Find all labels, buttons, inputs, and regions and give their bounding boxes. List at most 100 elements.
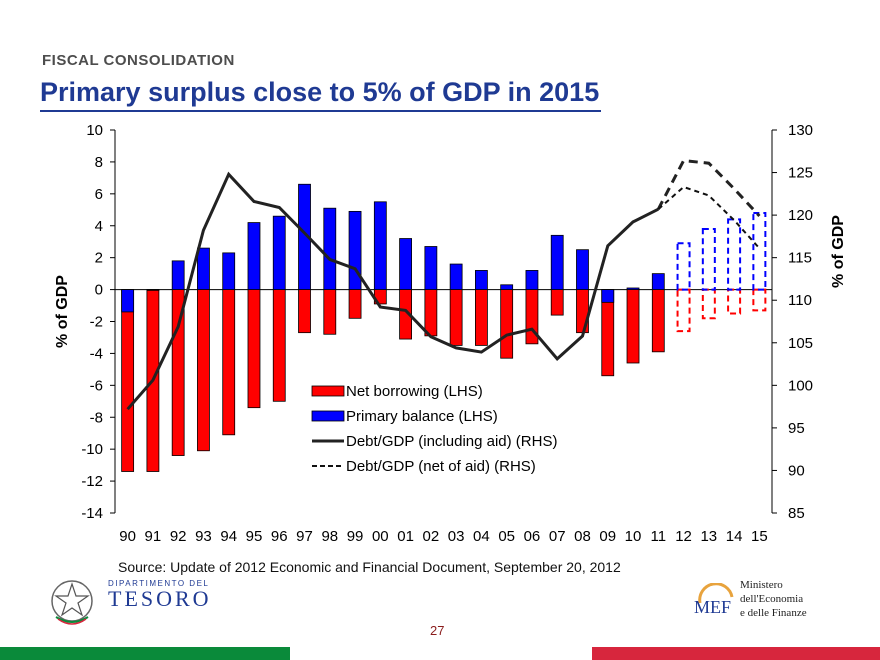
left-tick-label: 0 (95, 282, 103, 299)
right-tick-label: 100 (788, 377, 813, 394)
bar-primary-balance (500, 284, 514, 290)
tesoro-logo-small: Dipartimento del (108, 579, 210, 588)
left-tick-label: -14 (81, 505, 103, 522)
bar-net-borrowing (701, 288, 716, 320)
x-tick-label: 92 (170, 528, 187, 545)
bar-net-borrowing (727, 288, 742, 315)
legend-label-debt-net-of-aid: Debt/GDP (net of aid) (RHS) (346, 458, 536, 475)
bar-primary-balance (752, 211, 767, 291)
left-tick-label: 2 (95, 250, 103, 267)
bar-primary-balance (399, 238, 412, 290)
bar-net-borrowing (651, 289, 665, 353)
section-label: FISCAL CONSOLIDATION (42, 52, 235, 69)
x-tick-label: 91 (145, 528, 162, 545)
page-number: 27 (430, 623, 445, 638)
left-tick-label: -2 (90, 314, 103, 331)
legend-label-net-borrowing: Net borrowing (LHS) (346, 383, 483, 400)
right-tick-label: 125 (788, 165, 813, 182)
x-tick-label: 07 (549, 528, 566, 545)
x-tick-label: 93 (195, 528, 212, 545)
bar-primary-balance (323, 207, 337, 290)
mef-line-2: dell'Economia (740, 593, 804, 605)
bar-primary-balance (298, 183, 311, 290)
right-tick-label: 90 (788, 462, 805, 479)
bar-net-borrowing (475, 289, 488, 346)
bar-primary-balance (222, 252, 236, 290)
x-tick-label: 13 (700, 528, 717, 545)
bar-primary-balance (449, 263, 463, 290)
bar-net-borrowing (424, 289, 438, 337)
legend-label-debt-including-aid: Debt/GDP (including aid) (RHS) (346, 433, 557, 450)
stripe-red (592, 647, 880, 660)
x-tick-label: 09 (599, 528, 616, 545)
tesoro-logo: Dipartimento del TESORO (108, 579, 212, 612)
x-tick-label: 03 (448, 528, 465, 545)
bar-primary-balance (121, 289, 135, 313)
line-debt-net-of-aid (657, 185, 761, 249)
bar-net-borrowing (121, 289, 135, 472)
bar-primary-balance (550, 234, 564, 290)
mef-logo-text: Ministero dell'Economia e delle Finanze (740, 578, 807, 620)
line-debt-including-aid (126, 171, 659, 411)
x-tick-label: 99 (347, 528, 364, 545)
bar-primary-balance (171, 260, 185, 290)
source-note: Source: Update of 2012 Economic and Fina… (118, 559, 621, 575)
right-tick-label: 85 (788, 505, 805, 522)
bar-net-borrowing (222, 289, 236, 436)
line-debt-including-aid-forecast (656, 159, 761, 218)
left-tick-label: 8 (95, 154, 103, 171)
x-tick-label: 11 (650, 528, 666, 545)
right-tick-label: 105 (788, 335, 813, 352)
bar-net-borrowing (626, 289, 640, 364)
right-tick-label: 95 (788, 420, 805, 437)
mef-logo-icon: MEF (692, 582, 738, 628)
left-tick-label: -12 (81, 473, 103, 490)
x-tick-label: 05 (498, 528, 515, 545)
mef-line-1: Ministero (740, 579, 783, 591)
tesoro-logo-big: TESORO (108, 586, 212, 611)
bar-primary-balance (373, 201, 387, 290)
bar-primary-balance (727, 218, 742, 291)
x-tick-label: 97 (296, 528, 313, 545)
bar-primary-balance (626, 287, 640, 290)
x-tick-label: 12 (675, 528, 692, 545)
left-tick-label: 4 (95, 218, 103, 235)
legend-swatch-primary-balance (311, 410, 345, 422)
right-tick-label: 120 (788, 207, 813, 224)
chart-area: 1086420-2-4-6-8-10-12-141301251201151101… (54, 122, 847, 545)
left-tick-label: -10 (81, 441, 103, 458)
bar-primary-balance (525, 270, 539, 290)
x-tick-label: 04 (473, 528, 490, 545)
left-tick-label: -6 (90, 377, 103, 394)
right-tick-label: 130 (788, 122, 813, 139)
left-tick-label: -4 (90, 345, 103, 362)
x-tick-label: 08 (574, 528, 591, 545)
bar-primary-balance (475, 270, 488, 290)
x-tick-label: 14 (726, 528, 743, 545)
bar-net-borrowing (550, 289, 564, 316)
bar-net-borrowing (298, 289, 311, 334)
x-tick-label: 02 (423, 528, 440, 545)
bar-primary-balance (146, 289, 160, 291)
bar-net-borrowing (500, 289, 514, 359)
bar-primary-balance (247, 222, 261, 290)
x-tick-label: 00 (372, 528, 389, 545)
x-tick-label: 15 (751, 528, 768, 545)
x-tick-label: 90 (119, 528, 136, 545)
bar-primary-balance (676, 242, 691, 291)
right-tick-label: 115 (788, 250, 812, 267)
right-tick-label: 110 (788, 292, 812, 309)
bar-primary-balance (601, 289, 615, 303)
bar-primary-balance (348, 210, 362, 290)
bar-net-borrowing (449, 289, 463, 346)
bar-primary-balance (424, 246, 438, 290)
bar-primary-balance (197, 247, 210, 290)
left-tick-label: 6 (95, 186, 103, 203)
x-tick-label: 98 (321, 528, 338, 545)
legend-swatch-net-borrowing (311, 385, 345, 397)
left-tick-label: -8 (90, 409, 103, 426)
x-tick-label: 96 (271, 528, 288, 545)
bar-primary-balance (272, 215, 286, 290)
x-tick-label: 06 (524, 528, 541, 545)
bar-primary-balance (576, 249, 589, 290)
